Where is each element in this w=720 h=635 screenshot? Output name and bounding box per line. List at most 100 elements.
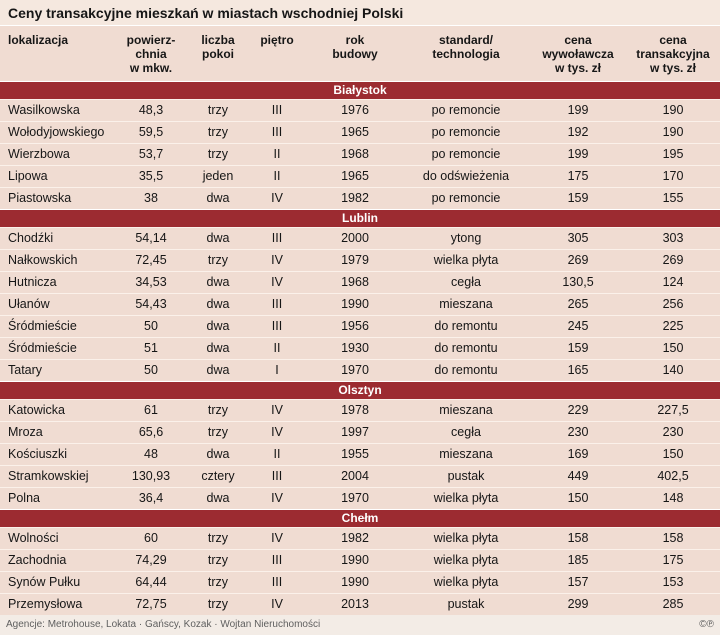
cell: I [246, 359, 308, 382]
cell: do remontu [402, 315, 530, 338]
cell: IV [246, 421, 308, 444]
cell: 38 [112, 187, 190, 210]
cell: dwa [190, 187, 246, 210]
cell: 1982 [308, 187, 402, 210]
cell: 1997 [308, 421, 402, 444]
cell: IV [246, 399, 308, 422]
cell: trzy [190, 421, 246, 444]
cell: II [246, 337, 308, 360]
cell: po remoncie [402, 143, 530, 166]
cell: 269 [530, 249, 626, 272]
cell-location: Stramkowskiej [0, 465, 112, 488]
section-header: Chełm [0, 509, 720, 528]
cell: III [246, 99, 308, 122]
cell: 195 [626, 143, 720, 166]
cell-location: Śródmieście [0, 337, 112, 360]
cell: 265 [530, 293, 626, 316]
header-row: lokalizacja powierz- chnia w mkw. liczba p… [0, 26, 720, 82]
cell-location: Synów Pułku [0, 571, 112, 594]
cell: 124 [626, 271, 720, 294]
cell: 48 [112, 443, 190, 466]
cell: 140 [626, 359, 720, 382]
cell: 155 [626, 187, 720, 210]
cell: do remontu [402, 359, 530, 382]
column-header-6: cena wywoławcza w tys. zł [542, 33, 614, 76]
table-row: Mroza 65,6 trzy IV 1997 cegła 230 230 [0, 421, 720, 444]
cell: pustak [402, 465, 530, 488]
cell: po remoncie [402, 99, 530, 122]
table-row: Śródmieście 51 dwa II 1930 do remontu 159 150 [0, 337, 720, 360]
section-header: Białystok [0, 81, 720, 100]
cell-location: Mroza [0, 421, 112, 444]
footer: Agencje: Metrohouse, Lokata · Gańscy, Ko… [0, 615, 720, 635]
cell: 59,5 [112, 121, 190, 144]
cell: 150 [530, 487, 626, 510]
column-header-5: standard/ technologia [432, 33, 500, 62]
table-row: Śródmieście 50 dwa III 1956 do remontu 245 225 [0, 315, 720, 338]
cell: 1968 [308, 271, 402, 294]
cell: wielka płyta [402, 249, 530, 272]
cell: dwa [190, 487, 246, 510]
cell: II [246, 165, 308, 188]
cell: 61 [112, 399, 190, 422]
cell: 158 [530, 527, 626, 550]
column-header-2: liczba pokoi [201, 33, 235, 62]
cell: III [246, 121, 308, 144]
cell: do odświeżenia [402, 165, 530, 188]
table-row: Nałkowskich 72,45 trzy IV 1979 wielka płyta 26… [0, 249, 720, 272]
cell: 60 [112, 527, 190, 550]
cell: jeden [190, 165, 246, 188]
table-row: Hutnicza 34,53 dwa IV 1968 cegła 130,5 124 [0, 271, 720, 294]
cell: 1982 [308, 527, 402, 550]
cell: 34,53 [112, 271, 190, 294]
cell: 1979 [308, 249, 402, 272]
cell: 54,14 [112, 227, 190, 250]
cell: IV [246, 527, 308, 550]
table-row: Wolności 60 trzy IV 1982 wielka płyta 158 158 [0, 527, 720, 550]
cell: 190 [626, 99, 720, 122]
cell: 50 [112, 315, 190, 338]
cell: IV [246, 593, 308, 616]
cell: 285 [626, 593, 720, 616]
cell: 153 [626, 571, 720, 594]
cell: 1978 [308, 399, 402, 422]
cell-location: Piastowska [0, 187, 112, 210]
cell: 2000 [308, 227, 402, 250]
cell-location: Chodźki [0, 227, 112, 250]
table-row: Przemysłowa 72,75 trzy IV 2013 pustak 299 285 [0, 593, 720, 616]
table-row: Lipowa 35,5 jeden II 1965 do odświeżenia 175 17… [0, 165, 720, 188]
cell: dwa [190, 315, 246, 338]
cell: dwa [190, 359, 246, 382]
table-row: Wołodyjowskiego 59,5 trzy III 1965 po remonci… [0, 121, 720, 144]
table-row: Kościuszki 48 dwa II 1955 mieszana 169 150 [0, 443, 720, 466]
cell: 1965 [308, 121, 402, 144]
cell: 51 [112, 337, 190, 360]
cell: III [246, 549, 308, 572]
cell: 449 [530, 465, 626, 488]
cell: 402,5 [626, 465, 720, 488]
cell: dwa [190, 271, 246, 294]
credits-text: Agencje: Metrohouse, Lokata · Gańscy, Ko… [6, 619, 321, 631]
cell: 157 [530, 571, 626, 594]
cell: 53,7 [112, 143, 190, 166]
section-row: Białystok [0, 81, 720, 100]
cell: 1990 [308, 549, 402, 572]
cell: IV [246, 249, 308, 272]
cell: 130,93 [112, 465, 190, 488]
cell: 229 [530, 399, 626, 422]
cell: 227,5 [626, 399, 720, 422]
cell-location: Zachodnia [0, 549, 112, 572]
cell: 159 [530, 187, 626, 210]
cell: ytong [402, 227, 530, 250]
cell: 305 [530, 227, 626, 250]
cell: 165 [530, 359, 626, 382]
cell: 36,4 [112, 487, 190, 510]
cell: III [246, 293, 308, 316]
cell: trzy [190, 143, 246, 166]
cell: 1930 [308, 337, 402, 360]
cell-location: Tatary [0, 359, 112, 382]
table-row: Piastowska 38 dwa IV 1982 po remoncie 159 155 [0, 187, 720, 210]
cell: 169 [530, 443, 626, 466]
cell: 175 [626, 549, 720, 572]
cell-location: Wierzbowa [0, 143, 112, 166]
